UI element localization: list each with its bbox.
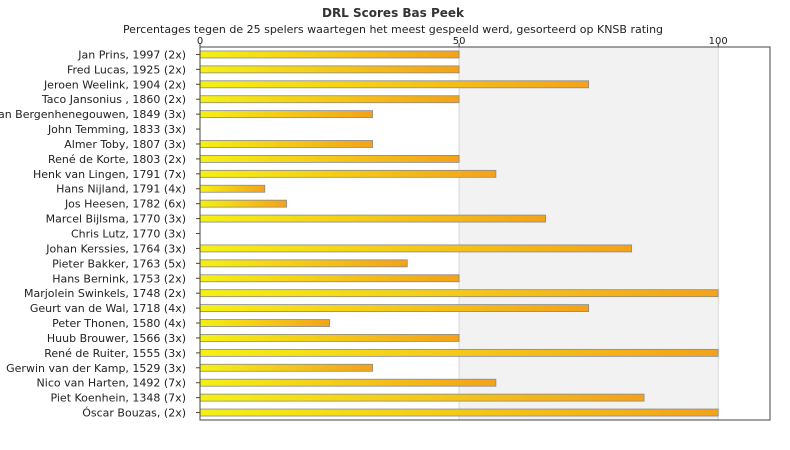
category-label: Hans Nijland, 1791 (4x) xyxy=(56,183,186,196)
bar xyxy=(199,274,460,283)
category-label: Nico van Harten, 1492 (7x) xyxy=(37,377,186,390)
bar xyxy=(199,140,373,148)
bar xyxy=(199,348,719,357)
category-label: Geurt van de Wal, 1718 (4x) xyxy=(30,302,186,315)
bar xyxy=(199,408,719,417)
bar xyxy=(199,289,719,298)
bar xyxy=(199,169,497,178)
bar xyxy=(199,363,373,372)
category-label: Peter Thonen, 1580 (4x) xyxy=(52,317,186,330)
chart-subtitle: Percentages tegen de 25 spelers waartege… xyxy=(123,23,663,36)
bars xyxy=(199,50,719,417)
bar xyxy=(199,110,373,119)
bar xyxy=(199,50,460,59)
category-label: Óscar Bouzas, (2x) xyxy=(82,407,186,420)
bar xyxy=(199,95,460,104)
category-label: Taco Jansonius , 1860 (2x) xyxy=(41,93,186,106)
bar xyxy=(199,319,330,327)
category-label: Piet Koenhein, 1348 (7x) xyxy=(50,392,186,405)
category-labels: Jan Prins, 1997 (2x) Fred Lucas, 1925 (2x… xyxy=(0,48,200,420)
category-label: Marcel Bijlsma, 1770 (3x) xyxy=(46,213,186,226)
bar xyxy=(199,378,497,387)
category-label: Jos Heesen, 1782 (6x) xyxy=(64,198,186,211)
category-label: Jeroen Weelink, 1904 (2x) xyxy=(43,78,186,91)
category-label: Marjolein Swinkels, 1748 (2x) xyxy=(24,287,186,300)
bar xyxy=(199,199,287,208)
bar xyxy=(199,214,547,223)
category-label: Jan Prins, 1997 (2x) xyxy=(77,48,186,61)
x-axis-ticks: 0 50 100 xyxy=(197,36,728,47)
category-label: Gerwin van der Kamp, 1529 (3x) xyxy=(6,362,186,375)
category-label: Pieter Bakker, 1763 (5x) xyxy=(52,257,186,270)
category-label: René de Ruiter, 1555 (3x) xyxy=(44,347,186,360)
bar xyxy=(199,184,266,193)
plot-area xyxy=(200,47,770,420)
bar xyxy=(199,80,590,89)
chart-title: DRL Scores Bas Peek xyxy=(322,6,465,20)
x-tick-label: 50 xyxy=(453,36,466,47)
category-label: Johan Kerssies, 1764 (3x) xyxy=(45,242,186,255)
category-label: Huub Brouwer, 1566 (3x) xyxy=(47,332,186,345)
bar xyxy=(199,259,408,268)
category-label: Hans Bernink, 1753 (2x) xyxy=(52,272,186,285)
x-tick-label: 100 xyxy=(709,36,728,47)
bar xyxy=(199,244,633,253)
bar xyxy=(199,154,460,163)
bar xyxy=(199,65,460,74)
category-label: John Temming, 1833 (3x) xyxy=(47,123,186,136)
axes xyxy=(199,46,771,421)
plot-border xyxy=(199,46,771,421)
category-label: Almer Toby, 1807 (3x) xyxy=(64,138,186,151)
plot-band xyxy=(459,47,719,420)
bar xyxy=(199,304,590,313)
category-label: René de Korte, 1803 (2x) xyxy=(48,153,186,166)
category-label: Fred Lucas, 1925 (2x) xyxy=(67,63,186,76)
category-label: Henk van Lingen, 1791 (7x) xyxy=(33,168,186,181)
category-label: Chris van Bergenhenegouwen, 1849 (3x) xyxy=(0,108,186,121)
bar xyxy=(199,393,645,402)
bar xyxy=(199,334,460,342)
category-label: Chris Lutz, 1770 (3x) xyxy=(71,228,186,241)
x-tick-label: 0 xyxy=(197,36,203,47)
